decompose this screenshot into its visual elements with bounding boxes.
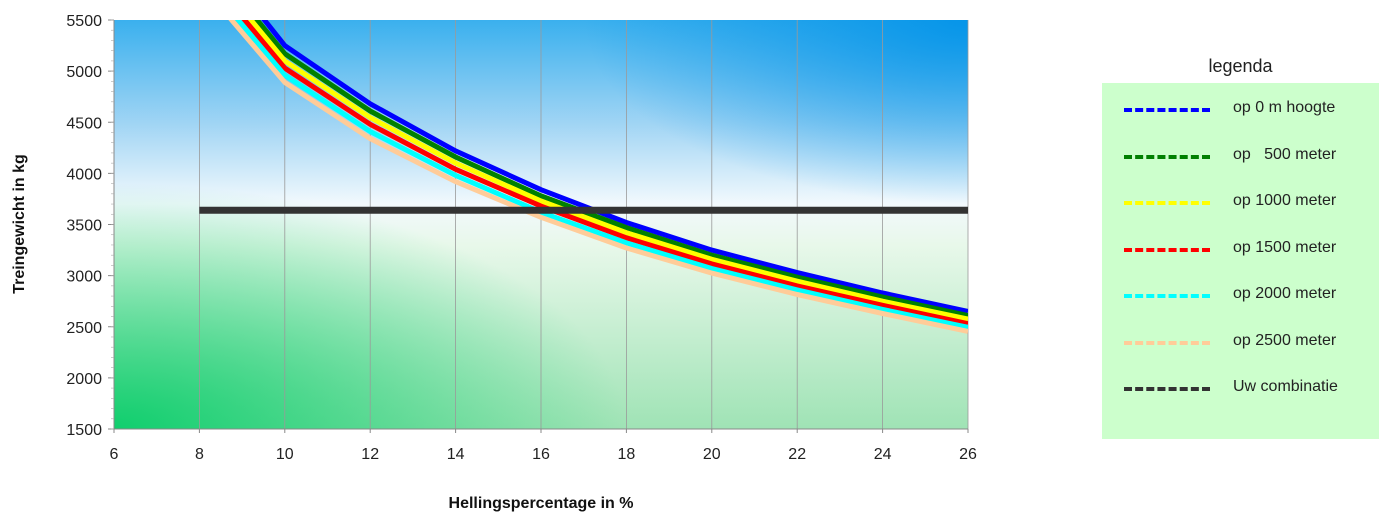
- y-tick-label: 4500: [66, 115, 102, 132]
- legend-label: op 2500 meter: [1233, 331, 1337, 349]
- legend-entry: op 2000 meter: [1102, 281, 1379, 311]
- y-tick-label: 3000: [66, 269, 102, 286]
- legend-entry: op 1500 meter: [1102, 235, 1379, 265]
- legend-swatch: [1124, 154, 1210, 159]
- y-tick-label: 2000: [66, 371, 102, 388]
- legend-swatch: [1124, 294, 1210, 298]
- legend-entry: op 1000 meter: [1102, 188, 1379, 218]
- legend-label: op 1500 meter: [1233, 238, 1337, 256]
- x-tick-label: 16: [532, 446, 550, 463]
- legend-title: legenda: [1208, 56, 1273, 76]
- grid: [198, 20, 969, 429]
- y-tick-label: 2500: [66, 320, 102, 337]
- series-line-3: [247, 20, 968, 322]
- legend-swatch: [1124, 340, 1210, 345]
- legend-label: Uw combinatie: [1233, 378, 1338, 395]
- legend-entry: op 2500 meter: [1102, 328, 1379, 358]
- x-tick-label: 6: [110, 446, 119, 463]
- y-tick-label: 4000: [66, 166, 102, 183]
- series-line-5: [234, 20, 968, 330]
- x-tick-label: 24: [874, 446, 892, 463]
- x-tick-label: 20: [703, 446, 721, 463]
- x-tick-label: 12: [361, 446, 379, 463]
- legend-swatch: [1124, 108, 1210, 112]
- axes: 6 8 10 12 14 16 18 20 22 24 26 1500 2000 2500 3000 3500…: [66, 13, 977, 463]
- legend-swatch: [1124, 201, 1210, 205]
- y-tick-label: 5000: [66, 64, 102, 81]
- legend-label: op 500 meter: [1233, 145, 1337, 163]
- legend-entry: op 500 meter: [1102, 142, 1379, 172]
- x-tick-label: 10: [276, 446, 294, 463]
- y-axis-title: Treingewicht in kg: [11, 154, 28, 294]
- series-line-1: [261, 20, 968, 314]
- x-tick-label: 18: [618, 446, 636, 463]
- legend: op 0 m hoogte op 500 meter op 1000 meter op…: [1102, 83, 1379, 439]
- legend-swatch: [1124, 247, 1210, 252]
- y-tick-label: 3500: [66, 218, 102, 235]
- series-line-4: [241, 20, 968, 327]
- series-lines: [199, 20, 968, 334]
- legend-swatch: [1124, 387, 1210, 391]
- x-tick-label: 22: [788, 446, 806, 463]
- series-line-6: [228, 20, 968, 334]
- legend-entry: Uw combinatie: [1102, 374, 1379, 404]
- x-tick-label: 26: [959, 446, 977, 463]
- legend-label: op 2000 meter: [1233, 285, 1337, 302]
- y-tick-label: 5500: [66, 13, 102, 30]
- legend-label: op 1000 meter: [1233, 192, 1337, 209]
- legend-label: op 0 m hoogte: [1233, 99, 1336, 116]
- x-tick-label: 8: [195, 446, 204, 463]
- x-axis-title: Hellingspercentage in %: [449, 495, 634, 512]
- legend-entry: op 0 m hoogte: [1102, 95, 1379, 125]
- y-tick-label: 1500: [66, 422, 102, 439]
- x-tick-label: 14: [447, 446, 465, 463]
